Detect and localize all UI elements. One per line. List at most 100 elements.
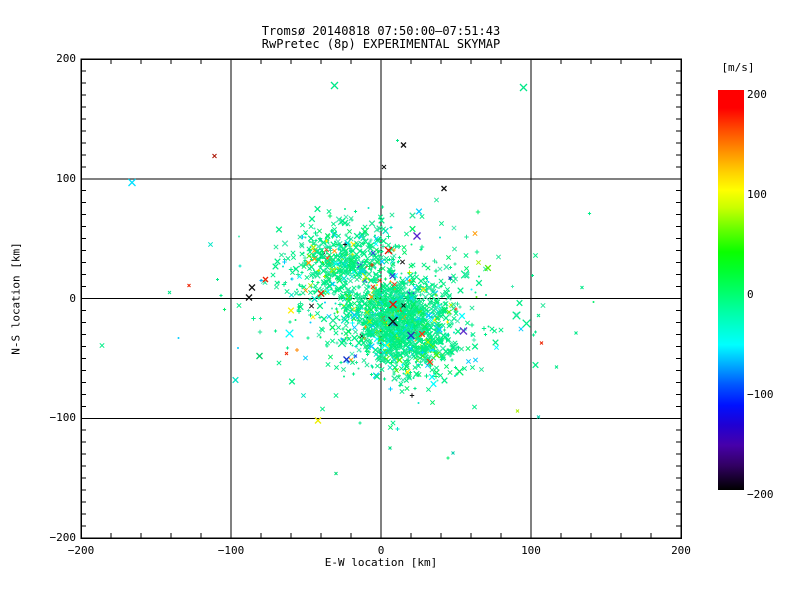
data-point	[337, 261, 341, 266]
data-point	[434, 293, 438, 297]
data-point	[430, 286, 436, 293]
data-point	[335, 252, 341, 259]
data-point	[309, 271, 316, 277]
data-point	[309, 257, 314, 262]
data-point	[374, 308, 379, 313]
data-point	[434, 331, 441, 338]
data-point	[362, 322, 364, 324]
data-point	[399, 388, 405, 395]
data-point	[445, 294, 452, 301]
data-point	[451, 315, 457, 322]
plot-border	[80, 58, 682, 539]
data-point	[386, 234, 391, 239]
data-point	[415, 208, 423, 215]
data-point	[415, 297, 422, 304]
data-point	[362, 313, 369, 320]
data-point	[413, 370, 420, 378]
data-point	[380, 226, 387, 232]
data-point	[472, 230, 478, 237]
data-point	[351, 289, 355, 293]
data-point	[403, 373, 411, 380]
data-point	[298, 292, 302, 297]
data-point	[429, 337, 436, 344]
data-point	[333, 330, 339, 336]
data-point	[298, 301, 303, 306]
data-point	[387, 364, 393, 371]
data-point	[465, 358, 472, 365]
x-tick-label: 100	[521, 544, 541, 557]
data-point	[369, 258, 375, 264]
data-point	[392, 248, 396, 252]
data-point	[431, 316, 433, 318]
data-point	[420, 350, 425, 355]
data-point	[433, 268, 439, 274]
data-point	[394, 329, 398, 334]
data-point	[348, 263, 354, 270]
data-point	[432, 375, 434, 377]
plot-title-line1: Tromsø 20140818 07:50:00–07:51:43	[261, 24, 501, 38]
data-point	[328, 248, 333, 253]
data-point	[334, 286, 341, 293]
data-point	[367, 306, 375, 314]
data-point	[318, 251, 323, 255]
data-point	[381, 295, 385, 300]
data-point	[463, 265, 470, 272]
data-point-outlier	[536, 415, 541, 419]
colorbar-tick-label: 200	[747, 88, 767, 101]
data-point	[382, 281, 392, 291]
data-point-outlier	[441, 185, 447, 192]
data-point	[322, 244, 328, 250]
data-point	[587, 211, 592, 216]
data-point	[402, 285, 408, 291]
data-point	[344, 318, 350, 324]
data-point-outlier	[262, 276, 269, 283]
data-point	[370, 364, 373, 367]
data-point-outlier	[388, 446, 392, 450]
data-point	[388, 386, 393, 392]
data-point	[492, 339, 499, 346]
data-point	[273, 329, 278, 333]
data-point	[329, 338, 336, 344]
data-point	[399, 330, 406, 337]
data-point	[373, 351, 379, 358]
data-point	[344, 341, 348, 346]
colorbar-tick-label: 0	[747, 288, 754, 301]
data-point	[314, 310, 321, 317]
data-point	[464, 234, 469, 240]
data-point	[341, 318, 344, 321]
data-point-outlier	[187, 283, 191, 288]
data-point	[460, 270, 470, 279]
data-point	[343, 322, 349, 329]
data-point	[433, 365, 440, 371]
data-point	[350, 320, 355, 326]
data-point	[445, 337, 451, 344]
data-point	[335, 341, 339, 345]
data-point	[332, 254, 339, 260]
data-point-outlier	[451, 451, 455, 455]
data-point	[376, 301, 382, 308]
data-point-outlier	[536, 313, 541, 318]
data-point	[308, 215, 316, 223]
data-point	[540, 302, 546, 309]
data-point	[485, 294, 487, 296]
data-point	[389, 360, 394, 365]
data-point	[398, 293, 405, 301]
data-point	[364, 309, 370, 316]
data-point	[387, 248, 393, 254]
data-point	[388, 291, 394, 297]
data-point	[428, 317, 435, 324]
data-point	[386, 287, 390, 291]
data-point	[407, 270, 412, 275]
data-point	[403, 348, 409, 354]
data-point	[306, 246, 312, 252]
data-point	[364, 255, 371, 262]
data-point	[318, 326, 325, 332]
data-point	[469, 364, 476, 371]
data-point	[478, 275, 480, 278]
data-point	[376, 356, 383, 362]
data-point-outlier	[248, 284, 256, 291]
data-point-outlier	[539, 341, 544, 345]
data-point	[317, 237, 323, 244]
data-point	[306, 336, 310, 340]
data-point	[401, 281, 407, 286]
